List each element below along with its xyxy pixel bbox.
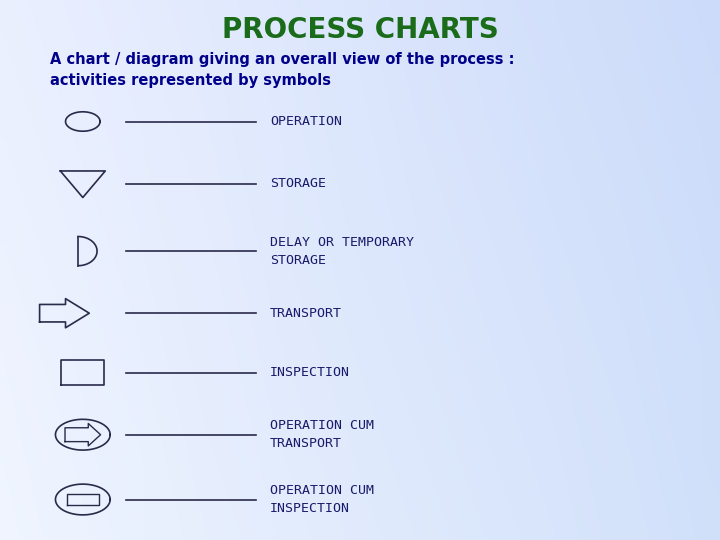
Text: OPERATION CUM
TRANSPORT: OPERATION CUM TRANSPORT [270,419,374,450]
Text: STORAGE: STORAGE [270,177,326,190]
Text: TRANSPORT: TRANSPORT [270,307,342,320]
Text: INSPECTION: INSPECTION [270,366,350,379]
Text: A chart / diagram giving an overall view of the process :
activities represented: A chart / diagram giving an overall view… [50,52,515,88]
Text: PROCESS CHARTS: PROCESS CHARTS [222,16,498,44]
Text: OPERATION CUM
INSPECTION: OPERATION CUM INSPECTION [270,484,374,515]
Text: OPERATION: OPERATION [270,115,342,128]
Text: DELAY OR TEMPORARY
STORAGE: DELAY OR TEMPORARY STORAGE [270,235,414,267]
